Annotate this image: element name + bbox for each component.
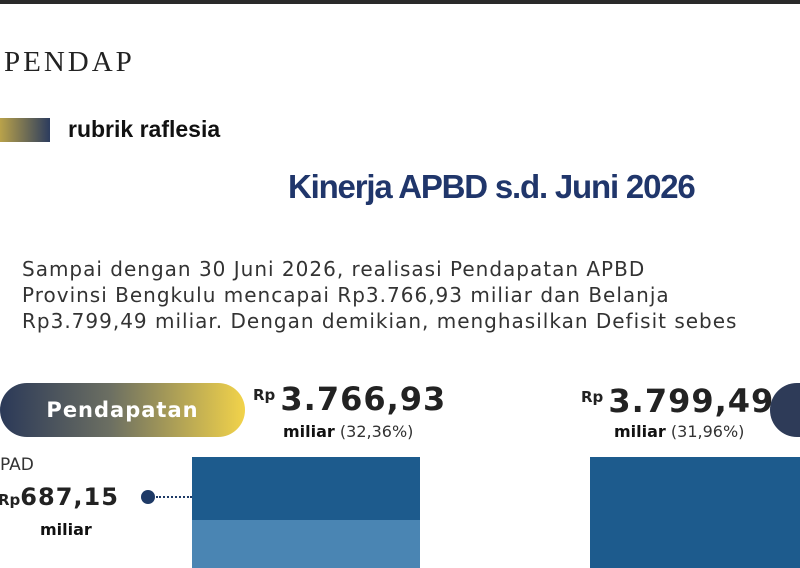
- amount: 3.766,93: [280, 380, 447, 418]
- currency: Rp: [253, 386, 276, 404]
- belanja-pill: [770, 383, 800, 437]
- belanja-total: Rp 3.799,49: [581, 382, 774, 420]
- currency: Rp: [0, 491, 21, 509]
- pad-label: PAD: [0, 455, 34, 475]
- connector-line: [156, 496, 192, 498]
- unit: miliar: [283, 422, 335, 441]
- pad-block: [192, 457, 420, 520]
- brand: PENDAP: [4, 46, 135, 78]
- belanja-share: miliar (31,96%): [614, 422, 744, 441]
- unit: miliar: [614, 422, 666, 441]
- share: (32,36%): [339, 422, 414, 441]
- top-bar: [0, 0, 800, 4]
- currency: Rp: [581, 388, 604, 406]
- amount: 687,15: [20, 483, 119, 511]
- title: Kinerja APBD s.d. Juni 2026: [288, 168, 696, 205]
- pad-unit: miliar: [40, 520, 92, 539]
- paragraph-line: Sampai dengan 30 Juni 2026, realisasi Pe…: [22, 257, 646, 281]
- amount: 3.799,49: [608, 382, 775, 420]
- pad-amount: Rp687,15: [0, 483, 119, 511]
- other-block: [192, 520, 420, 568]
- paragraph-line: Rp3.799,49 miliar. Dengan demikian, meng…: [22, 309, 738, 333]
- rubric-bar: [0, 118, 50, 142]
- paragraph-line: Provinsi Bengkulu mencapai Rp3.766,93 mi…: [22, 283, 670, 307]
- pendapatan-share: miliar (32,36%): [283, 422, 413, 441]
- connector-dot: [141, 490, 155, 504]
- share: (31,96%): [670, 422, 745, 441]
- pendapatan-pill: Pendapatan: [0, 383, 245, 437]
- belanja-block: [590, 457, 800, 568]
- pendapatan-total: Rp 3.766,93: [253, 380, 446, 418]
- rubric: rubrik raflesia: [68, 116, 221, 142]
- paragraph: Sampai dengan 30 Juni 2026, realisasi Pe…: [22, 256, 800, 334]
